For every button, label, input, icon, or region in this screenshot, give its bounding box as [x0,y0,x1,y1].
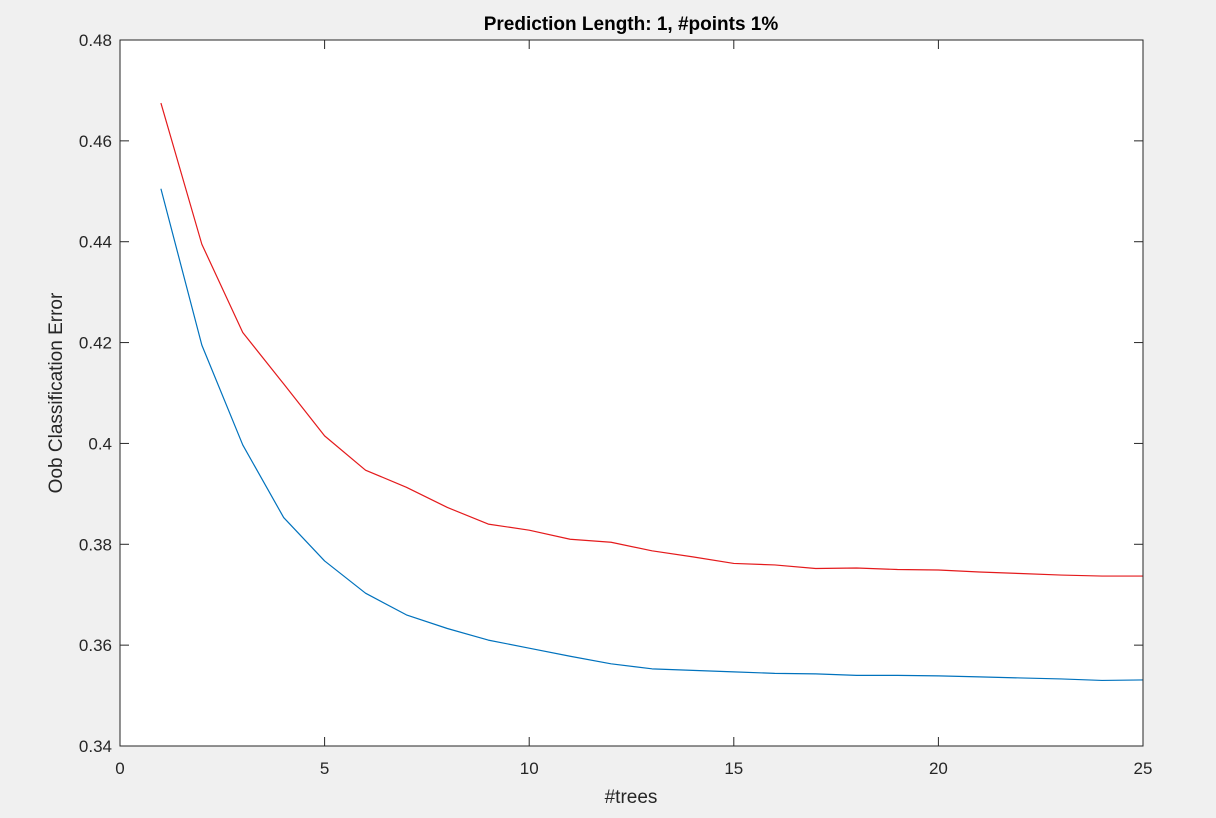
x-tick-label: 20 [929,759,948,778]
y-tick-label: 0.46 [79,132,112,151]
x-tick-label: 10 [520,759,539,778]
x-tick-label: 5 [320,759,329,778]
x-tick-label: 25 [1134,759,1153,778]
y-tick-label: 0.48 [79,31,112,50]
x-tick-label: 15 [724,759,743,778]
y-tick-label: 0.4 [88,434,112,453]
y-tick-label: 0.42 [79,334,112,353]
y-axis-label: Oob Classification Error [46,292,67,493]
x-axis-label: #trees [605,787,658,808]
series-line-2 [160,188,1144,682]
series-layer [160,102,1144,682]
y-tick-label: 0.38 [79,535,112,554]
axes-box [119,39,1144,747]
series-line-1 [160,102,1143,577]
chart-title: Prediction Length: 1, #points 1% [484,14,779,35]
y-tick-label: 0.34 [79,737,112,756]
x-tick-label: 0 [115,759,124,778]
plot-area [120,40,1143,746]
y-tick-label: 0.44 [79,233,112,252]
y-tick-label: 0.36 [79,636,112,655]
